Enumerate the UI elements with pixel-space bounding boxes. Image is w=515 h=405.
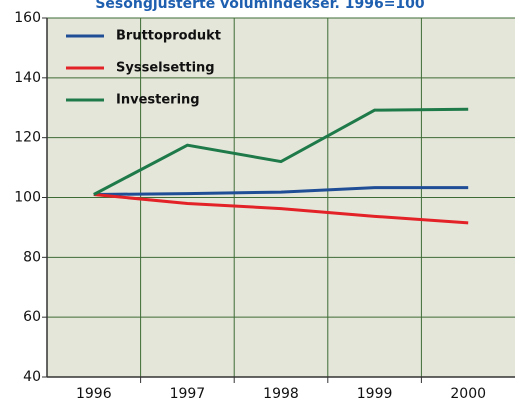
line (93, 193, 469, 225)
x-tick-label: 2000 (450, 386, 486, 402)
y-tick-label: 80 (23, 249, 41, 265)
x-tick-label: 1999 (357, 386, 393, 402)
y-tick-label: 120 (14, 130, 41, 146)
y-tick-label: 100 (14, 190, 41, 206)
x-tick-label: 1996 (76, 386, 112, 402)
legend-label: Sysselsetting (116, 61, 215, 76)
legend-label: Investering (116, 93, 200, 108)
line (93, 186, 469, 197)
line (93, 107, 469, 196)
legend-label: Bruttoprodukt (116, 29, 221, 44)
x-tick-label: 1997 (170, 386, 206, 402)
chart-title: Sesongjusterte volumindekser. 1996=100 (95, 0, 425, 12)
x-tick-label: 1998 (263, 386, 299, 402)
y-tick-label: 40 (23, 369, 41, 385)
y-tick-label: 60 (23, 309, 41, 325)
y-tick-label: 140 (14, 70, 41, 86)
y-tick-label: 160 (14, 10, 41, 26)
